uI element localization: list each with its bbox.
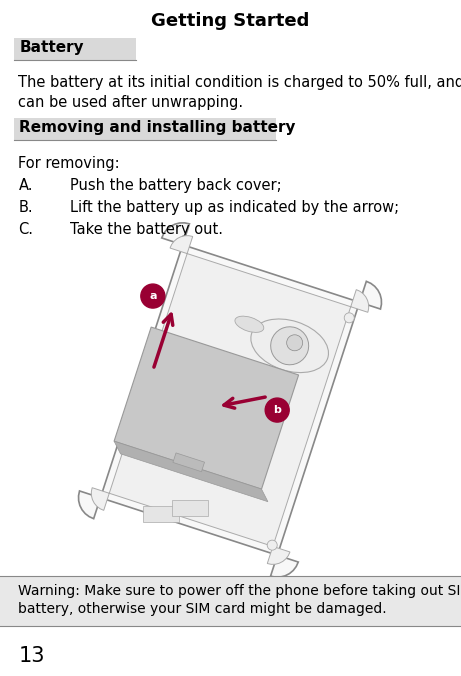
Circle shape bbox=[141, 284, 165, 308]
Text: Warning: Make sure to power off the phone before taking out SIM card,: Warning: Make sure to power off the phon… bbox=[18, 584, 461, 598]
FancyBboxPatch shape bbox=[143, 506, 179, 523]
Text: A.: A. bbox=[18, 178, 33, 193]
Circle shape bbox=[344, 313, 354, 323]
Text: C.: C. bbox=[18, 222, 34, 237]
Polygon shape bbox=[114, 441, 268, 502]
Text: 13: 13 bbox=[18, 646, 45, 666]
Text: can be used after unwrapping.: can be used after unwrapping. bbox=[18, 95, 243, 110]
Text: a: a bbox=[149, 291, 157, 301]
Circle shape bbox=[265, 398, 289, 422]
Bar bbox=[0, 576, 461, 626]
Text: b: b bbox=[273, 405, 281, 415]
Text: The battery at its initial condition is charged to 50% full, and: The battery at its initial condition is … bbox=[18, 75, 461, 90]
Ellipse shape bbox=[271, 327, 309, 365]
Text: For removing:: For removing: bbox=[18, 156, 120, 171]
Text: Getting Started: Getting Started bbox=[151, 12, 310, 30]
Text: Push the battery back cover;: Push the battery back cover; bbox=[71, 178, 282, 193]
Polygon shape bbox=[173, 453, 205, 472]
Ellipse shape bbox=[235, 316, 264, 333]
Ellipse shape bbox=[287, 335, 303, 351]
Text: battery, otherwise your SIM card might be damaged.: battery, otherwise your SIM card might b… bbox=[18, 602, 387, 616]
Circle shape bbox=[267, 540, 277, 550]
Ellipse shape bbox=[251, 319, 329, 372]
Text: B.: B. bbox=[18, 200, 33, 215]
FancyBboxPatch shape bbox=[171, 500, 208, 516]
Polygon shape bbox=[91, 236, 369, 564]
Polygon shape bbox=[78, 223, 381, 577]
Text: Battery: Battery bbox=[19, 40, 84, 55]
Polygon shape bbox=[114, 327, 299, 489]
Text: Lift the battery up as indicated by the arrow;: Lift the battery up as indicated by the … bbox=[71, 200, 400, 215]
Text: Take the battery out.: Take the battery out. bbox=[71, 222, 224, 237]
Text: Removing and installing battery: Removing and installing battery bbox=[19, 120, 296, 135]
Bar bbox=[14, 38, 136, 60]
Bar bbox=[14, 118, 277, 140]
